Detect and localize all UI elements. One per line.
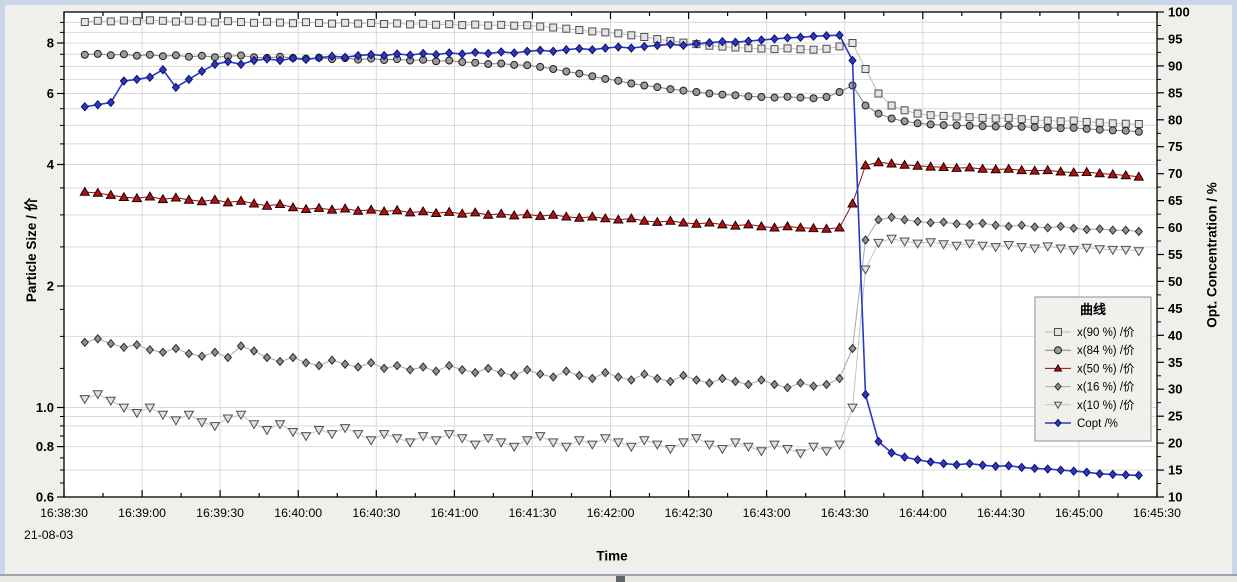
series-x-10 (79, 234, 1145, 459)
svg-text:16:41:00: 16:41:00 (430, 506, 478, 520)
series-x-50 (79, 156, 1145, 233)
svg-text:16:43:30: 16:43:30 (821, 506, 869, 520)
svg-text:x(90 %) /价: x(90 %) /价 (1077, 326, 1135, 339)
svg-text:65: 65 (1168, 193, 1182, 208)
svg-text:Copt /%: Copt /% (1077, 418, 1118, 430)
y-left-ticks (57, 21, 64, 498)
svg-text:85: 85 (1168, 85, 1182, 100)
svg-text:10: 10 (1168, 490, 1182, 505)
svg-text:16:45:30: 16:45:30 (1133, 506, 1181, 520)
svg-text:35: 35 (1168, 355, 1182, 370)
svg-text:16:40:00: 16:40:00 (274, 506, 322, 520)
svg-text:4: 4 (47, 157, 55, 172)
y-axis-left-title: Particle Size / 价 (24, 197, 39, 303)
y-right-tick-labels: 10 15 20 25 30 35 40 45 50 55 60 65 70 75 80 85 90 95 100 (1168, 5, 1190, 505)
svg-text:30: 30 (1168, 382, 1182, 397)
svg-text:0.8: 0.8 (36, 439, 54, 454)
y-left-tick-labels: 8 6 4 2 1.0 0.8 0.6 (36, 36, 55, 505)
legend-item: Copt /% (1045, 418, 1118, 430)
svg-text:60: 60 (1168, 220, 1182, 235)
window-bottom-divider (0, 574, 1237, 576)
svg-text:80: 80 (1168, 112, 1182, 127)
window-edge-right (1232, 0, 1237, 575)
svg-text:0.6: 0.6 (36, 490, 54, 505)
svg-text:16:38:30: 16:38:30 (40, 506, 88, 520)
x-axis-title: Time (596, 548, 628, 564)
svg-text:x(16 %) /价: x(16 %) /价 (1077, 381, 1135, 394)
svg-text:40: 40 (1168, 328, 1182, 343)
svg-text:16:41:30: 16:41:30 (508, 506, 556, 520)
svg-text:x(84 %) /价: x(84 %) /价 (1077, 344, 1135, 357)
svg-text:8: 8 (47, 36, 54, 51)
svg-text:1.0: 1.0 (36, 400, 54, 415)
legend-box (1034, 296, 1152, 442)
svg-text:50: 50 (1168, 274, 1182, 289)
svg-text:15: 15 (1168, 463, 1182, 478)
series-copt (80, 30, 1143, 481)
svg-text:55: 55 (1168, 247, 1182, 262)
legend-title: 曲线 (1080, 302, 1106, 317)
svg-text:100: 100 (1168, 5, 1190, 20)
svg-text:16:42:30: 16:42:30 (665, 506, 713, 520)
svg-text:16:43:00: 16:43:00 (743, 506, 791, 520)
svg-text:16:42:00: 16:42:00 (587, 506, 635, 520)
y-axis-right-title: Opt. Concentration / % (1204, 182, 1220, 328)
legend-item: x(84 %) /价 (1045, 344, 1135, 357)
series-x-16 (80, 212, 1143, 393)
svg-text:45: 45 (1168, 301, 1182, 316)
svg-text:16:45:00: 16:45:00 (1055, 506, 1103, 520)
legend-item: x(90 %) /价 (1045, 326, 1135, 339)
window-resize-handle[interactable] (616, 576, 625, 582)
legend-item: x(10 %) /价 (1045, 399, 1135, 412)
svg-text:25: 25 (1168, 409, 1182, 424)
x-axis-ticks (63, 12, 1158, 497)
svg-text:70: 70 (1168, 166, 1182, 181)
svg-text:16:44:00: 16:44:00 (899, 506, 947, 520)
legend: 曲线 x(90 %) /价 x(84 %) /价 x(50 %) /价 x(16 %) … (1034, 296, 1152, 442)
legend-item: x(50 %) /价 (1045, 362, 1135, 375)
svg-text:20: 20 (1168, 436, 1182, 451)
svg-text:75: 75 (1168, 139, 1182, 154)
svg-text:16:39:00: 16:39:00 (118, 506, 166, 520)
svg-text:16:44:30: 16:44:30 (977, 506, 1025, 520)
x-axis-tick-labels: 16:38:30 16:39:00 16:39:30 16:40:00 16:40:30… (40, 506, 1181, 520)
svg-text:16:40:30: 16:40:30 (352, 506, 400, 520)
svg-text:90: 90 (1168, 58, 1182, 73)
svg-text:x(10 %) /价: x(10 %) /价 (1077, 399, 1135, 412)
window-edge-top (0, 0, 1237, 5)
svg-text:x(50 %) /价: x(50 %) /价 (1077, 362, 1135, 375)
svg-text:95: 95 (1168, 31, 1182, 46)
svg-text:16:39:30: 16:39:30 (196, 506, 244, 520)
svg-text:6: 6 (47, 86, 54, 101)
legend-item: x(16 %) /价 (1045, 381, 1135, 394)
y-right-ticks (1157, 11, 1164, 498)
window-edge-left (0, 0, 5, 575)
svg-text:2: 2 (47, 279, 54, 294)
x-axis-date-label: 21-08-03 (24, 528, 74, 542)
